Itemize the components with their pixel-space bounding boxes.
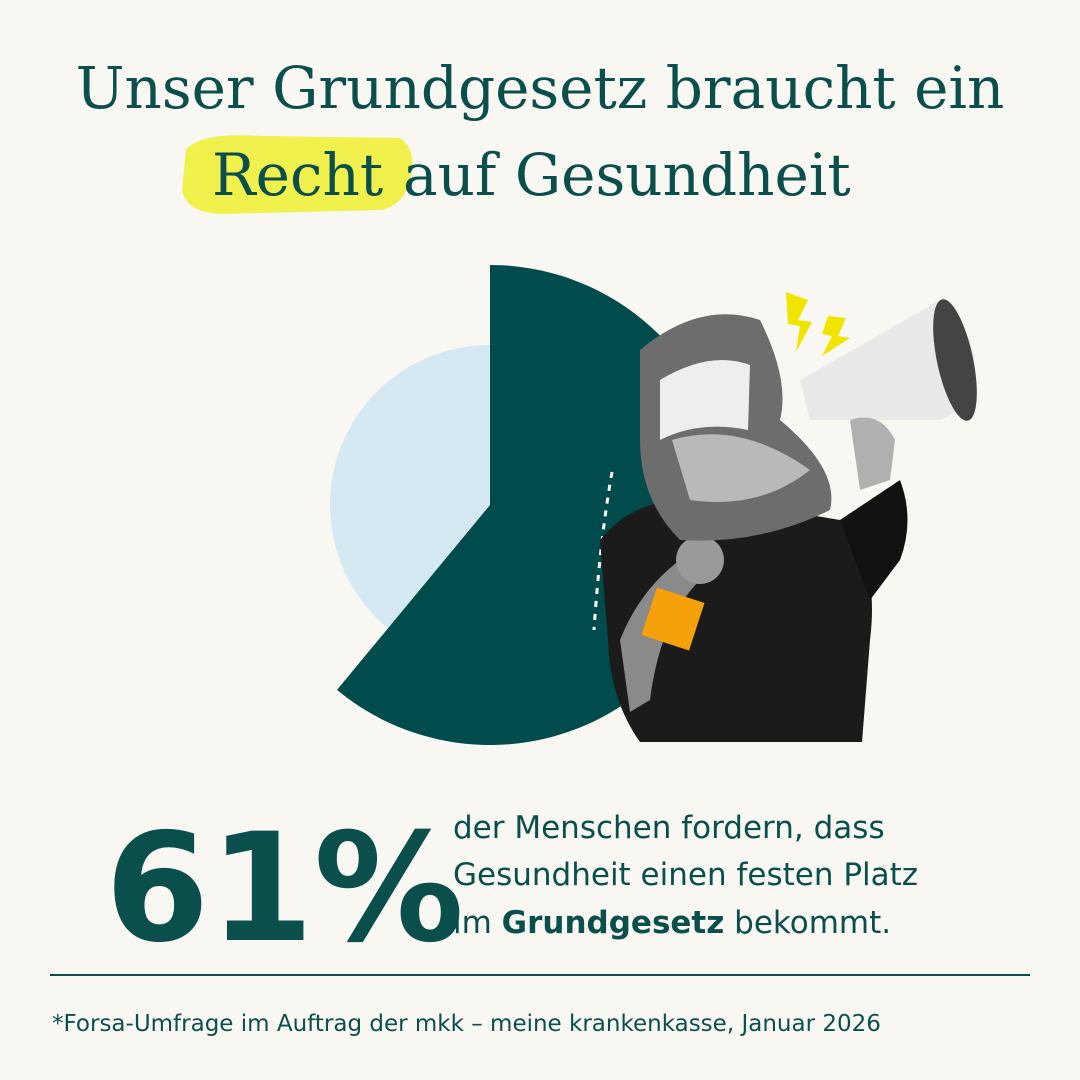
- description-line-1: der Menschen fordern, dass: [453, 810, 885, 846]
- title-line-1: Unser Grundgesetz braucht ein: [76, 54, 1005, 122]
- footnote: *Forsa-Umfrage im Auftrag der mkk – mein…: [52, 1011, 881, 1037]
- illustration: [592, 292, 977, 742]
- description-suffix: bekommt.: [734, 905, 891, 941]
- description-prefix: im: [453, 905, 492, 941]
- title-highlight: Recht: [212, 141, 383, 209]
- pie-slice: [330, 345, 490, 629]
- description-line-3: im Grundgesetz bekommt.: [453, 905, 891, 941]
- value-label: 61%: [105, 802, 464, 976]
- title-line-2: auf Gesundheit: [403, 141, 851, 209]
- highlight: [182, 135, 413, 214]
- description-line-2: Gesundheit einen festen Platz: [453, 857, 918, 893]
- description-bold: Grundgesetz: [502, 905, 725, 941]
